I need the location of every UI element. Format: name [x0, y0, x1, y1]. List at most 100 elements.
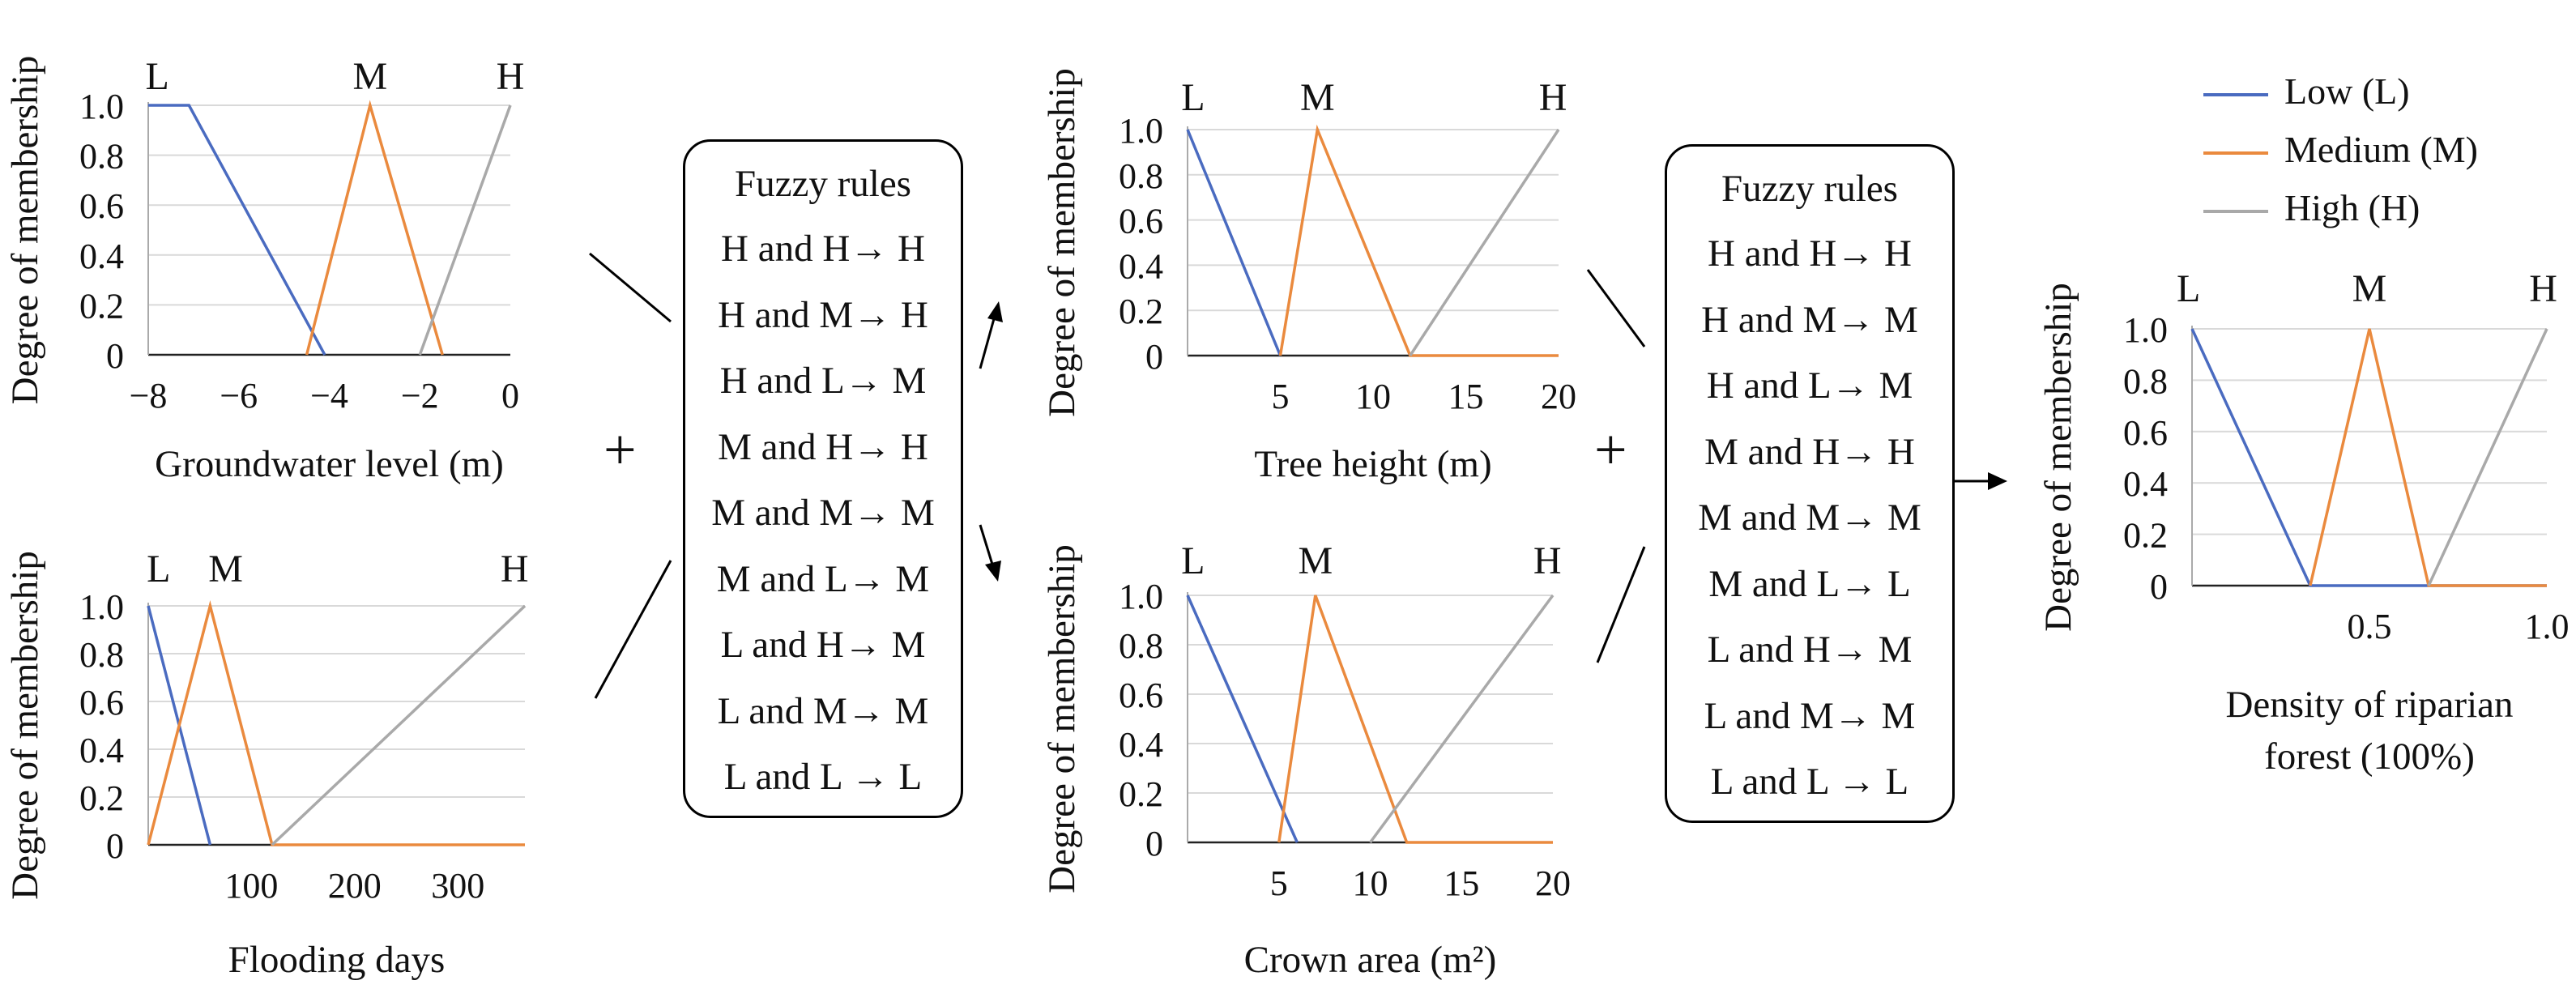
y-tick-label: 0.8 [2123, 361, 2168, 401]
y-tick-label: 1.0 [1119, 111, 1163, 151]
set-label-m: M [1300, 76, 1335, 119]
y-tick-label: 0.4 [1119, 246, 1163, 286]
fuzzy-rule: M and L→ M [716, 557, 930, 600]
fuzzy-rule: L and L → L [723, 756, 923, 798]
series-line-low [1186, 129, 1282, 356]
legend-label: Low (L) [2284, 70, 2410, 112]
y-tick-label: 0.4 [2123, 464, 2168, 504]
x-tick-label: −2 [401, 376, 439, 416]
connector-crown-to-rules-right [1596, 546, 1646, 663]
legend-swatch-high [2203, 210, 2268, 213]
y-tick-label: 0.2 [79, 286, 124, 326]
fuzzy-rules-box-right: Fuzzy rules H and H→ H H and M→ M H and … [1665, 144, 1955, 823]
y-tick-label: 0 [106, 336, 124, 376]
x-tick-label: 0.5 [2348, 607, 2392, 646]
set-label-l: L [146, 55, 169, 98]
set-label-l: L [147, 548, 170, 590]
x-tick-label: −4 [310, 376, 348, 416]
series-line-low [1186, 595, 1299, 843]
x-tick-label: 1.0 [2525, 607, 2570, 646]
y-tick-label: 1.0 [79, 587, 124, 627]
arrow-head-up-icon [987, 301, 1003, 322]
connector-height-to-rules-right [1586, 269, 1646, 347]
y-axis-label: Degree of membership [4, 56, 46, 405]
fuzzy-rule: H and L→ M [719, 360, 927, 402]
y-tick-label: 0.6 [1119, 676, 1163, 715]
x-tick-label: 20 [1535, 863, 1571, 903]
fuzzy-rule: M and M→ M [711, 492, 935, 534]
connector-groundwater-to-rules [589, 252, 672, 323]
x-tick-label: 5 [1270, 863, 1288, 903]
y-tick-label: 0.8 [1119, 156, 1163, 196]
y-axis-label: Degree of membership [2037, 283, 2079, 632]
series-line-low [148, 104, 326, 356]
set-label-l: L [2177, 267, 2200, 310]
series-line-medium [1277, 595, 1553, 844]
set-label-m: M [352, 55, 387, 98]
set-label-h: H [501, 548, 529, 590]
x-tick-label: 300 [431, 866, 484, 906]
y-tick-label: 0.2 [2123, 516, 2168, 556]
y-tick-label: 0.8 [79, 137, 124, 177]
y-tick-label: 1.0 [1119, 577, 1163, 616]
y-tick-label: 0 [2150, 567, 2168, 607]
x-axis-label: Density of riparian [2225, 684, 2513, 726]
legend-swatch-medium [2203, 151, 2268, 155]
arrow-rules-to-crown-area [979, 524, 995, 568]
set-label-m: M [2352, 267, 2387, 310]
y-tick-label: 0.6 [79, 186, 124, 226]
plus-sign-left: + [603, 417, 637, 482]
series-line-high [1369, 594, 1555, 844]
chart-tree-height: 0 0.2 0.4 0.6 0.8 1.0 5 10 15 20 L M H Tree height (m… [1041, 68, 1576, 485]
y-tick-label: 0 [1145, 337, 1163, 377]
fuzzy-rules-box-left: Fuzzy rules H and H→ H H and M→ H H and … [683, 139, 963, 818]
y-tick-label: 1.0 [2123, 310, 2168, 350]
x-axis-label: Flooding days [228, 939, 446, 981]
x-tick-label: 100 [224, 866, 278, 906]
fuzzy-rules-title: Fuzzy rules [1721, 168, 1898, 210]
set-label-m: M [1299, 539, 1333, 582]
y-tick-label: 0.6 [79, 683, 124, 723]
chart-crown-area: 0 0.2 0.4 0.6 0.8 1.0 5 10 15 20 L M H Crown area (m²… [1041, 539, 1571, 981]
y-tick-label: 0 [106, 826, 124, 866]
arrow-head-down-icon [985, 561, 1001, 582]
y-tick-label: 0.8 [79, 635, 124, 675]
y-tick-label: 0.2 [1119, 292, 1163, 331]
series-line-medium [147, 600, 525, 846]
fuzzy-rule: L and L → L [1710, 761, 1909, 803]
y-tick-label: 1.0 [79, 87, 124, 126]
series-line-high [271, 604, 527, 846]
legend-label: Medium (M) [2284, 129, 2478, 170]
y-tick-label: 0.4 [79, 731, 124, 770]
set-label-h: H [2529, 267, 2557, 310]
fuzzy-rule: M and L→ L [1708, 562, 1911, 605]
y-tick-label: 0.2 [79, 778, 124, 818]
x-tick-label: 5 [1272, 377, 1290, 416]
series-line-high [2427, 328, 2548, 586]
flow-arrows [979, 301, 2007, 582]
fuzzy-rule: L and H→ M [1707, 629, 1913, 671]
y-tick-label: 0.8 [1119, 626, 1163, 666]
series-line-high [418, 104, 512, 356]
x-tick-label: −8 [130, 376, 168, 416]
flow-connectors [589, 252, 1646, 699]
plus-sign-right: + [1594, 417, 1627, 482]
x-axis-label: Crown area (m²) [1244, 939, 1497, 981]
y-axis-label: Degree of membership [1041, 544, 1083, 893]
arrow-head-right-icon [1988, 472, 2007, 490]
series-line-medium [305, 100, 444, 356]
chart-groundwater: 0 0.2 0.4 0.6 0.8 1.0 −8 −6 −4 −2 0 L M H Groundwater … [4, 55, 524, 485]
chart-flooding: 0 0.2 0.4 0.6 0.8 1.0 100 200 300 L M H Flooding day… [4, 548, 529, 981]
x-tick-label: 0 [501, 376, 519, 416]
connector-flooding-to-rules [594, 560, 672, 699]
set-label-l: L [1181, 539, 1205, 582]
y-tick-label: 0.6 [2123, 413, 2168, 453]
fuzzy-rule: H and H→ H [1708, 232, 1912, 275]
x-tick-label: −6 [220, 376, 258, 416]
x-tick-label: 200 [328, 866, 382, 906]
fuzzy-rule: M and M→ M [1698, 497, 1921, 539]
fuzzy-rule: L and M→ M [717, 689, 929, 732]
x-axis-label: Tree height (m) [1254, 443, 1491, 485]
